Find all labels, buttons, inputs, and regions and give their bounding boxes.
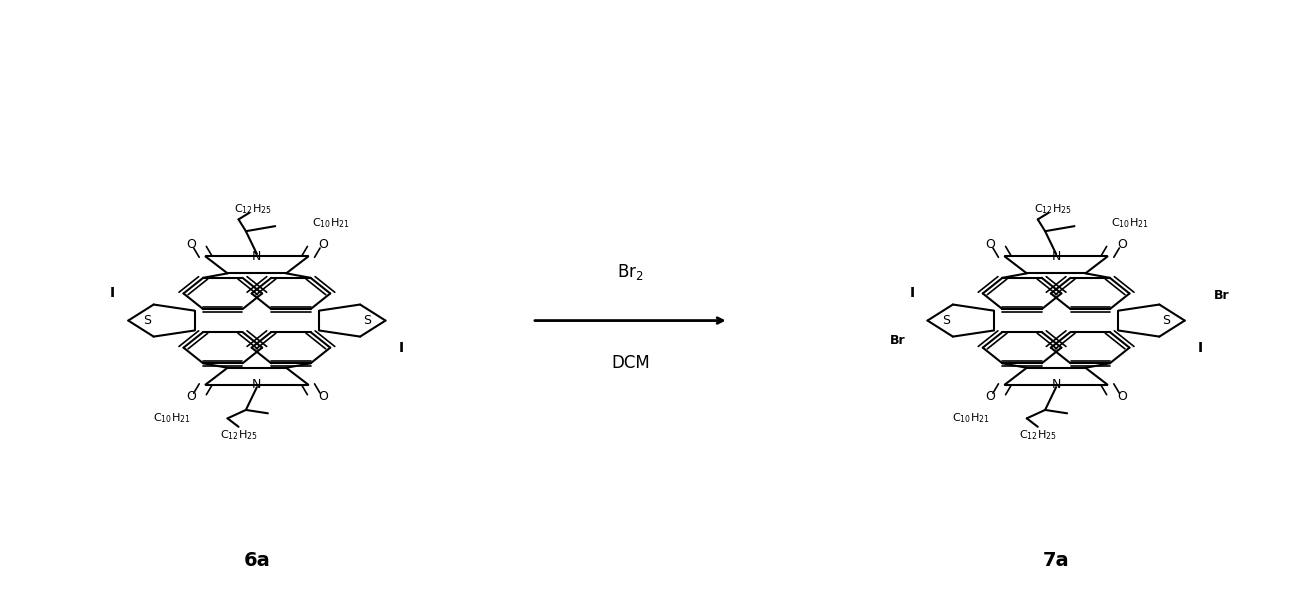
Text: C$_{12}$H$_{25}$: C$_{12}$H$_{25}$ bbox=[219, 428, 257, 442]
Text: C$_{12}$H$_{25}$: C$_{12}$H$_{25}$ bbox=[1019, 428, 1057, 442]
Text: 7a: 7a bbox=[1043, 551, 1069, 570]
Text: C$_{10}$H$_{21}$: C$_{10}$H$_{21}$ bbox=[1111, 216, 1149, 230]
Text: S: S bbox=[1162, 314, 1170, 327]
Text: O: O bbox=[186, 238, 196, 251]
Text: I: I bbox=[1197, 341, 1203, 355]
Text: Br: Br bbox=[890, 335, 906, 347]
Text: DCM: DCM bbox=[611, 354, 650, 371]
Text: O: O bbox=[1117, 390, 1127, 403]
Text: I: I bbox=[398, 341, 403, 355]
Text: N: N bbox=[1052, 378, 1061, 391]
Text: 6a: 6a bbox=[243, 551, 270, 570]
Text: C$_{10}$H$_{21}$: C$_{10}$H$_{21}$ bbox=[952, 411, 990, 425]
Text: C$_{12}$H$_{25}$: C$_{12}$H$_{25}$ bbox=[234, 203, 272, 216]
Text: S: S bbox=[941, 314, 949, 327]
Text: C$_{10}$H$_{21}$: C$_{10}$H$_{21}$ bbox=[154, 411, 190, 425]
Text: O: O bbox=[318, 238, 328, 251]
Text: C$_{10}$H$_{21}$: C$_{10}$H$_{21}$ bbox=[312, 216, 349, 230]
Text: I: I bbox=[910, 286, 915, 301]
Text: O: O bbox=[318, 390, 328, 403]
Text: O: O bbox=[985, 390, 995, 403]
Text: O: O bbox=[186, 390, 196, 403]
Text: I: I bbox=[110, 286, 116, 301]
Text: N: N bbox=[252, 250, 261, 263]
Text: N: N bbox=[1052, 250, 1061, 263]
Text: O: O bbox=[1117, 238, 1127, 251]
Text: N: N bbox=[252, 378, 261, 391]
Text: C$_{12}$H$_{25}$: C$_{12}$H$_{25}$ bbox=[1033, 203, 1071, 216]
Text: S: S bbox=[364, 314, 372, 327]
Text: Br: Br bbox=[1213, 289, 1229, 302]
Text: S: S bbox=[143, 314, 151, 327]
Text: O: O bbox=[985, 238, 995, 251]
Text: Br$_2$: Br$_2$ bbox=[617, 263, 643, 283]
